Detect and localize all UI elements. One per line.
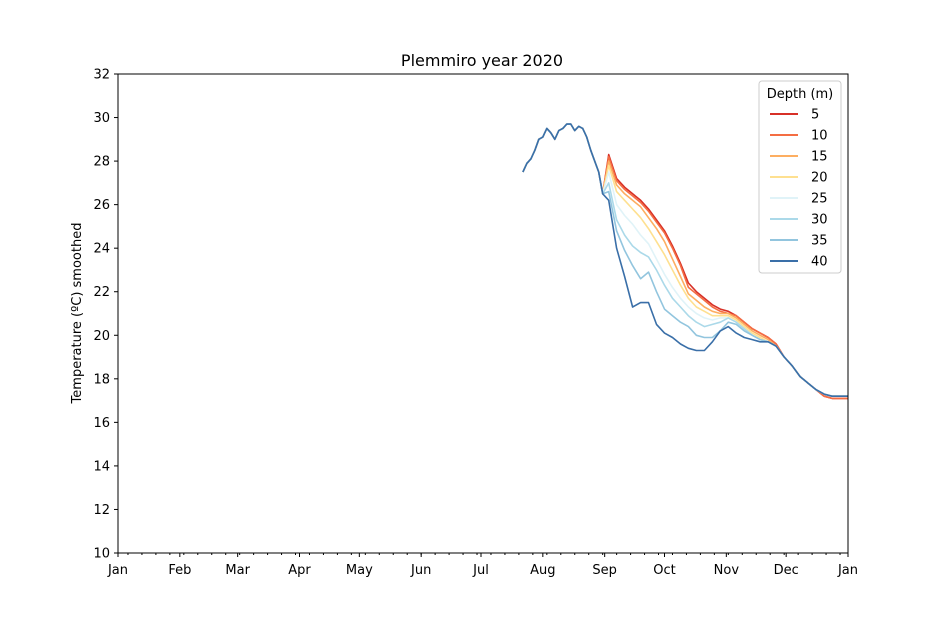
x-tick-label: Dec: [774, 563, 799, 578]
legend-label-30: 30: [811, 213, 828, 228]
x-tick-label: Oct: [653, 563, 675, 578]
legend-label-40: 40: [811, 255, 828, 270]
x-tick-label: Mar: [225, 563, 250, 578]
legend-label-35: 35: [811, 234, 828, 249]
legend: Depth (m) 5 10 15 20 25 30 35 40: [758, 80, 842, 274]
x-tick-label: Aug: [530, 563, 555, 578]
legend-label-5: 5: [811, 108, 819, 123]
x-tick-label: Jan: [837, 563, 858, 578]
x-tick-label: May: [346, 563, 373, 578]
y-tick-label: 12: [93, 503, 110, 518]
x-axis: Jan Feb Mar Apr May Jun Jul Aug Sep Oct Nov Dec Jan: [107, 553, 858, 578]
x-tick-label: Apr: [288, 563, 311, 578]
series-line-40: [522, 123, 848, 398]
legend-box: [758, 80, 842, 274]
y-tick-label: 16: [93, 416, 110, 431]
y-tick-label: 28: [93, 155, 110, 170]
y-tick-label: 22: [93, 285, 110, 300]
legend-label-20: 20: [811, 171, 828, 186]
x-tick-label: Sep: [592, 563, 617, 578]
x-tick-label: Jan: [107, 563, 128, 578]
plot-frame: [117, 73, 849, 554]
y-tick-label: 18: [93, 372, 110, 387]
legend-items: 5 10 15 20 25 30 35 40: [770, 108, 828, 270]
series-lines: [522, 123, 848, 400]
y-tick-label: 26: [93, 198, 110, 213]
x-tick-label: Jul: [472, 563, 489, 578]
legend-label-25: 25: [811, 192, 828, 207]
x-tick-label: Nov: [714, 563, 740, 578]
x-tick-label: Feb: [168, 563, 191, 578]
y-tick-label: 32: [93, 68, 110, 83]
y-tick-label: 24: [93, 242, 110, 257]
x-tick-label: Jun: [410, 563, 431, 578]
y-axis-label: Temperature (ºC) smoothed: [70, 223, 85, 405]
y-tick-label: 14: [93, 459, 110, 474]
legend-label-15: 15: [811, 150, 828, 165]
y-tick-label: 30: [93, 111, 110, 126]
legend-label-10: 10: [811, 129, 828, 144]
y-tick-label: 10: [93, 547, 110, 562]
y-axis: 10 12 14 16 18 20 22 24 26 28 30 32: [93, 68, 118, 562]
y-tick-label: 20: [93, 329, 110, 344]
chart-title: Plemmiro year 2020: [401, 51, 563, 70]
legend-title: Depth (m): [767, 87, 834, 102]
